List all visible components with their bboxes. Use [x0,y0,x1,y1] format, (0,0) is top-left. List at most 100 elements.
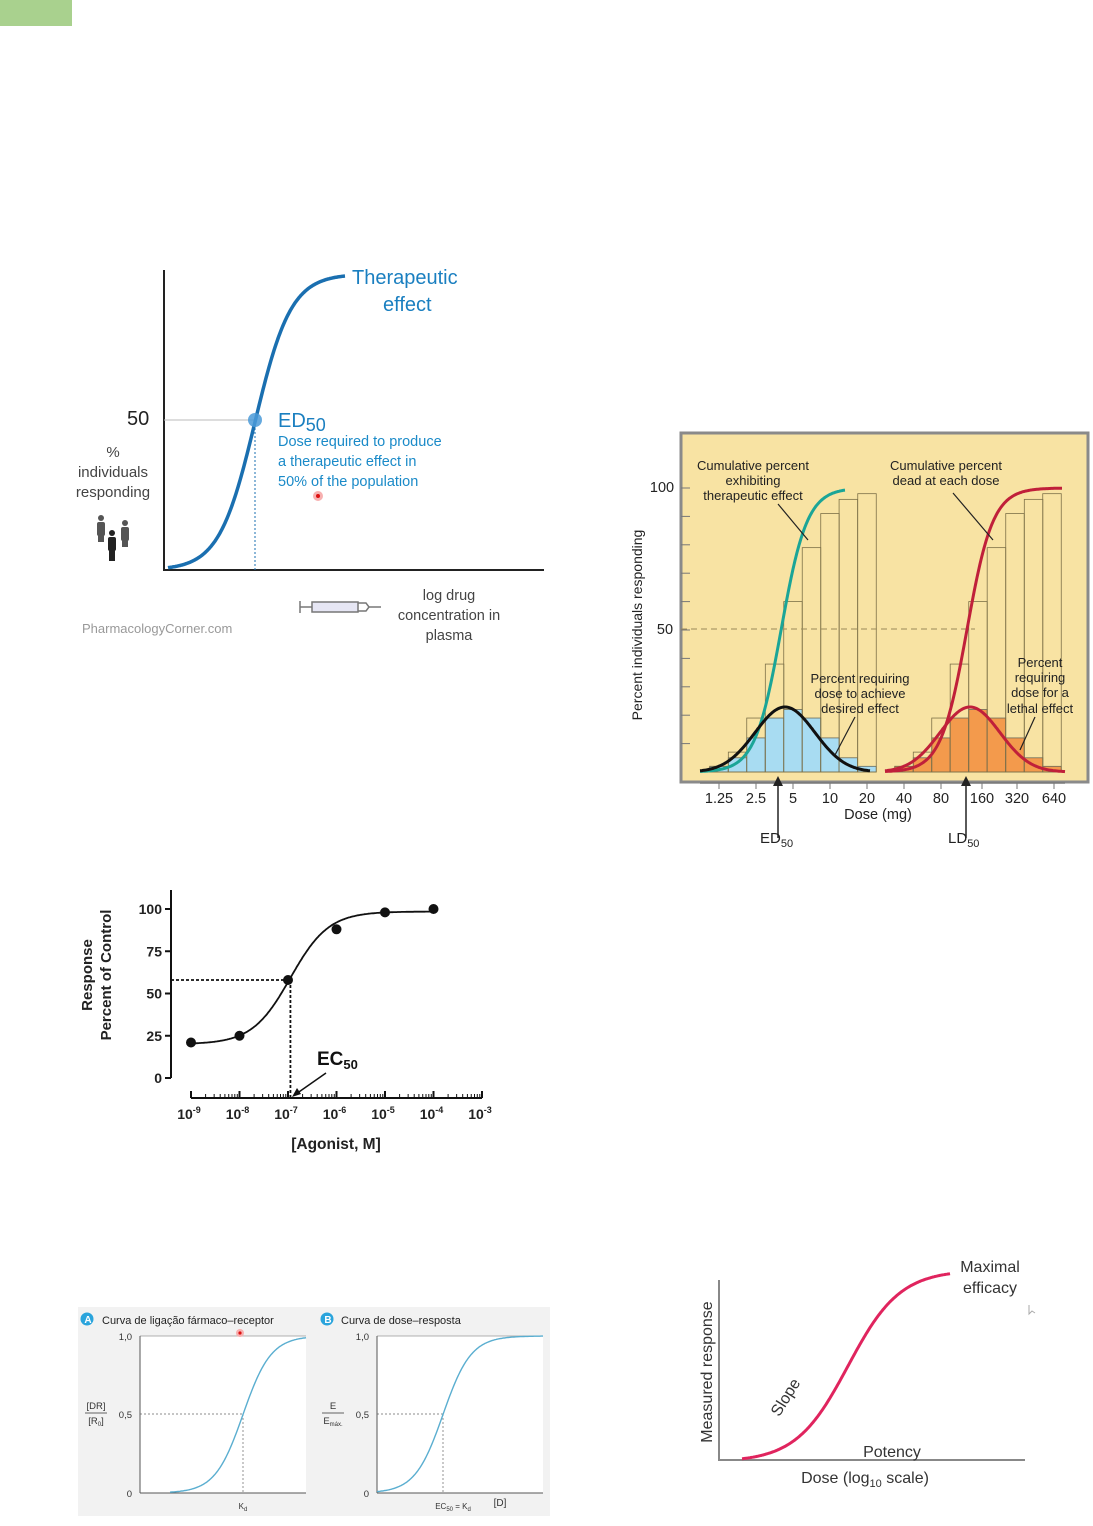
x-tick: 320 [1005,791,1029,807]
x-tick: 10-3 [468,1105,492,1122]
histogram-bar [746,737,766,773]
maximal-efficacy-label: efficacy [963,1280,1017,1297]
annotation-cum-dead: Cumulative percent [890,458,1002,473]
y-label: Percent individuals responding [629,530,645,721]
x-tick: 80 [933,791,949,807]
y-label-numerator: E [330,1401,336,1412]
curve-label: Therapeutic [352,267,458,289]
mouse-cursor-icon [1028,1305,1036,1316]
panel-badge [320,1312,334,1326]
y-label: responding [76,484,150,501]
annotation-req-desired: dose to achieve [814,686,905,701]
y-label: Measured response [699,1301,716,1443]
x-label: concentration in [398,608,500,624]
credit-watermark: PharmacologyCorner.com [82,621,232,636]
y-tick: 50 [146,986,162,1002]
y-label: % [106,444,119,461]
y-tick: 0,5 [356,1410,369,1421]
histogram-bar [968,709,988,773]
x-marker-label: Kd [239,1502,248,1513]
ed50-point [248,413,262,427]
y-tick: 100 [139,901,163,917]
annotation-req-desired: Percent requiring [811,671,910,686]
cumulative-therapeutic-curve [700,488,846,773]
annotation-cum-dead: dead at each dose [893,473,1000,488]
panel-title: Curva de ligação fármaco–receptor [102,1315,274,1327]
y-label: Response [79,939,96,1011]
panel-badge-letter: B [324,1315,331,1326]
ed50-label: ED50 [760,830,793,850]
y-label: individuals [78,464,148,481]
y-tick: 0 [364,1489,369,1500]
x-label: Dose (log10 scale) [801,1470,929,1490]
y-tick: 0,5 [119,1410,132,1421]
x-tick: 10-5 [371,1105,395,1122]
data-point [283,974,293,985]
cumulative-step [1042,493,1062,773]
ed50-chart: Therapeutic effect 50 % individuals resp… [76,267,544,644]
slope-label: Slope [768,1376,804,1420]
x-tick: 20 [859,791,875,807]
annotation-cum-ther: Cumulative percent [697,458,809,473]
response-curve [741,1272,951,1461]
plot-area [140,1336,306,1493]
potency-label: Potency [863,1444,921,1461]
annotation-req-desired: desired effect [821,701,899,716]
annotation-req-lethal: lethal effect [1007,701,1074,716]
curve-label: effect [383,294,432,316]
x-marker-label: EC50 = Kd [435,1502,471,1513]
annotation-req-lethal: dose for a [1011,685,1070,700]
y-tick: 100 [650,480,674,496]
lethal-distribution-curve [884,705,1066,774]
syringe-icon [299,601,381,613]
x-tick: 160 [970,791,994,807]
ec50-chart: 100 75 50 25 0 10-9 10-8 10-7 10-6 10-5 10-4 10-3 E… [79,890,492,1153]
y-tick: 0 [154,1070,162,1086]
dose-response-concepts-chart: Maximal efficacy Slope Potency Dose (log… [699,1259,1036,1490]
sigmoid-curve [169,1337,307,1493]
x-tick: 640 [1042,791,1066,807]
pointer-dot-core [316,494,320,498]
annotation-req-lethal: requiring [1015,670,1066,685]
therapeutic-distribution-curve [699,705,871,773]
x-label: log drug [423,588,475,604]
y-tick: 25 [146,1028,162,1044]
ed50-description: Dose required to produce [278,434,442,450]
annotation-req-lethal: Percent [1018,655,1063,670]
data-point [186,1037,196,1048]
annotation-cum-ther: exhibiting [726,473,781,488]
y-label: Percent of Control [98,910,115,1041]
x-tick: 10-6 [323,1105,347,1122]
x-tick: 10-9 [177,1105,201,1122]
y-tick: 50 [127,408,149,430]
x-tick: 10-4 [420,1105,444,1122]
annotation-leaders [777,492,1036,756]
x-label: Dose (mg) [844,807,912,823]
ld50-label: LD50 [948,830,979,850]
x-tick: 2.5 [746,791,766,807]
y-tick: 1,0 [119,1332,132,1343]
maximal-efficacy-label: Maximal [960,1259,1020,1276]
x-label: [Agonist, M] [291,1136,381,1153]
y-tick: 50 [657,622,673,638]
y-tick: 0 [127,1489,132,1500]
x-tick: 10-7 [274,1105,298,1122]
panel-badge-letter: A [84,1315,91,1326]
fit-curve [190,910,434,1045]
panel-title: Curva de dose–resposta [341,1315,462,1327]
histogram-bar [949,717,970,773]
x-tick: 10 [822,791,838,807]
people-icon [97,515,129,561]
sigmoid-curve [376,1335,543,1493]
x-tick: 40 [896,791,912,807]
x-label: plasma [426,628,474,644]
ed50-label: ED50 [278,410,326,435]
ed50-description: 50% of the population [278,474,418,490]
panel-badge [80,1312,94,1326]
ld50-arrow [961,776,971,838]
data-point [234,1030,245,1041]
binding-vs-response-chart: A Curva de ligação fármaco–receptor 1,0 0,5… [78,1307,550,1516]
annotation-cum-ther: therapeutic effect [703,488,803,503]
